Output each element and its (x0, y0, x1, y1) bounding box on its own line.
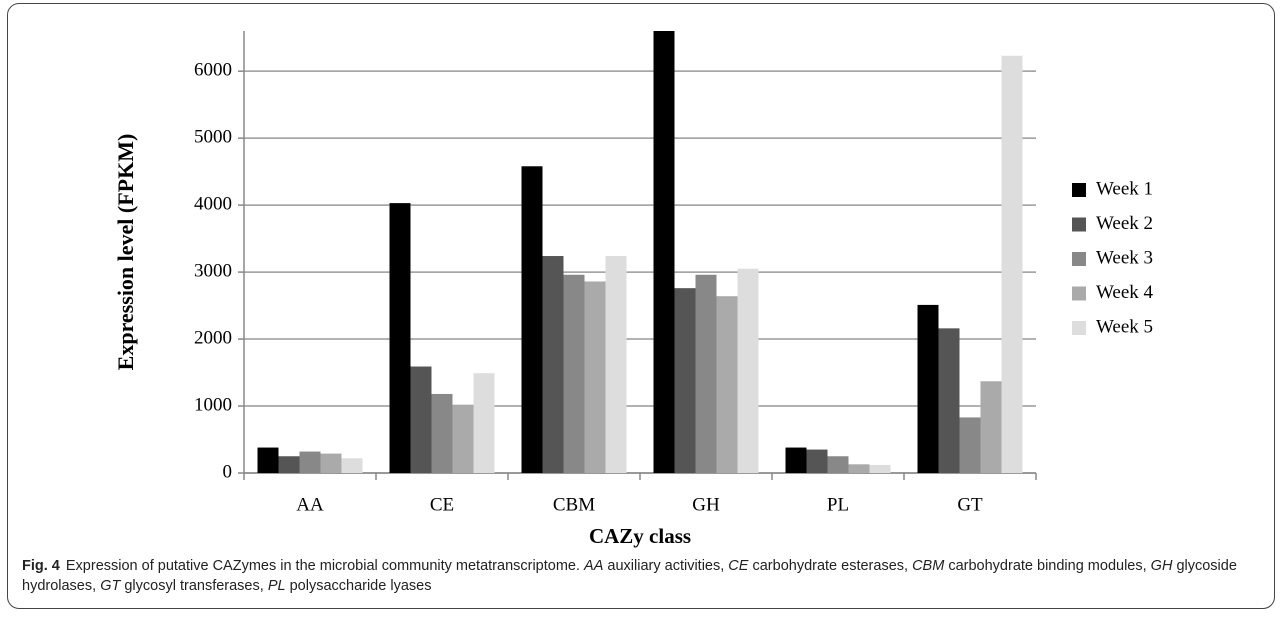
caption-desc: polysaccharide lyases (289, 578, 432, 594)
x-tick-label: GH (692, 494, 720, 515)
caption-abbr: AA (584, 558, 604, 574)
y-tick-label: 1000 (194, 394, 232, 415)
caption-abbr: CE (728, 558, 749, 574)
y-tick-label: 6000 (194, 60, 232, 81)
legend-swatch (1072, 217, 1086, 232)
caption-desc: carbohydrate esterases, (752, 558, 909, 574)
y-tick-label: 4000 (194, 193, 232, 214)
bar (806, 449, 828, 473)
bar (389, 203, 411, 473)
legend-label: Week 4 (1096, 282, 1154, 303)
x-tick-label: GT (957, 494, 983, 515)
chart: Expression level (FPKM) CAZy class 0 1000… (113, 31, 1154, 548)
bar (785, 447, 807, 473)
caption-text: Expression of putative CAZymes in the mi… (65, 558, 581, 574)
bar (827, 456, 849, 473)
bar (959, 417, 981, 473)
bar (521, 166, 543, 473)
caption-desc: auxiliary activities, (607, 558, 725, 574)
bar (674, 288, 696, 473)
bar (410, 366, 432, 473)
legend-swatch (1072, 183, 1086, 197)
legend-label: Week 2 (1096, 213, 1153, 234)
bar (653, 31, 675, 473)
x-tick-label: PL (827, 494, 849, 515)
caption-abbr: GH (1150, 558, 1173, 574)
x-tick-label: CE (430, 494, 454, 515)
y-tick-label: 0 (223, 461, 233, 482)
legend-label: Week 3 (1096, 247, 1153, 268)
caption-desc: glycosyl transferases, (124, 578, 264, 594)
bar (278, 456, 300, 473)
bar (563, 274, 585, 473)
bar (341, 458, 363, 473)
bar (452, 404, 474, 473)
bar (848, 464, 870, 473)
caption-abbr: PL (267, 578, 286, 594)
bar (695, 274, 717, 473)
bar (299, 451, 321, 473)
caption-desc: carbohydrate binding modules, (948, 558, 1147, 574)
x-axis-title: CAZy class (589, 524, 691, 548)
x-tick-label: CBM (553, 494, 595, 515)
bar (542, 256, 564, 473)
bar (716, 296, 738, 473)
caption-abbr: CBM (912, 558, 945, 574)
caption-abbr: GT (100, 578, 121, 594)
bar (737, 268, 759, 473)
caption: Fig. 4 Expression of putative CAZymes in … (22, 556, 1262, 596)
legend-label: Week 1 (1096, 178, 1153, 199)
legend-swatch (1072, 252, 1086, 266)
bar (257, 447, 279, 473)
bar (980, 381, 1002, 473)
y-tick-label: 2000 (194, 327, 232, 348)
legend-label: Week 5 (1096, 316, 1153, 337)
bar (869, 464, 891, 473)
y-tick-label: 5000 (194, 127, 232, 148)
figure-frame (7, 3, 1275, 609)
bar (605, 256, 627, 473)
y-axis-title: Expression level (FPKM) (113, 134, 138, 371)
bar (938, 328, 960, 473)
bar (320, 453, 342, 473)
caption-label: Fig. 4 (22, 558, 60, 574)
bar (584, 281, 606, 473)
legend-swatch (1072, 286, 1086, 301)
bar (917, 304, 939, 473)
bar (473, 373, 495, 473)
caption-desc: glycoside hydrolases, (22, 558, 1237, 594)
bar (431, 393, 453, 473)
x-tick-label: AA (296, 494, 324, 515)
bar (1001, 55, 1023, 474)
legend-swatch (1072, 321, 1086, 335)
y-tick-label: 3000 (194, 260, 232, 281)
